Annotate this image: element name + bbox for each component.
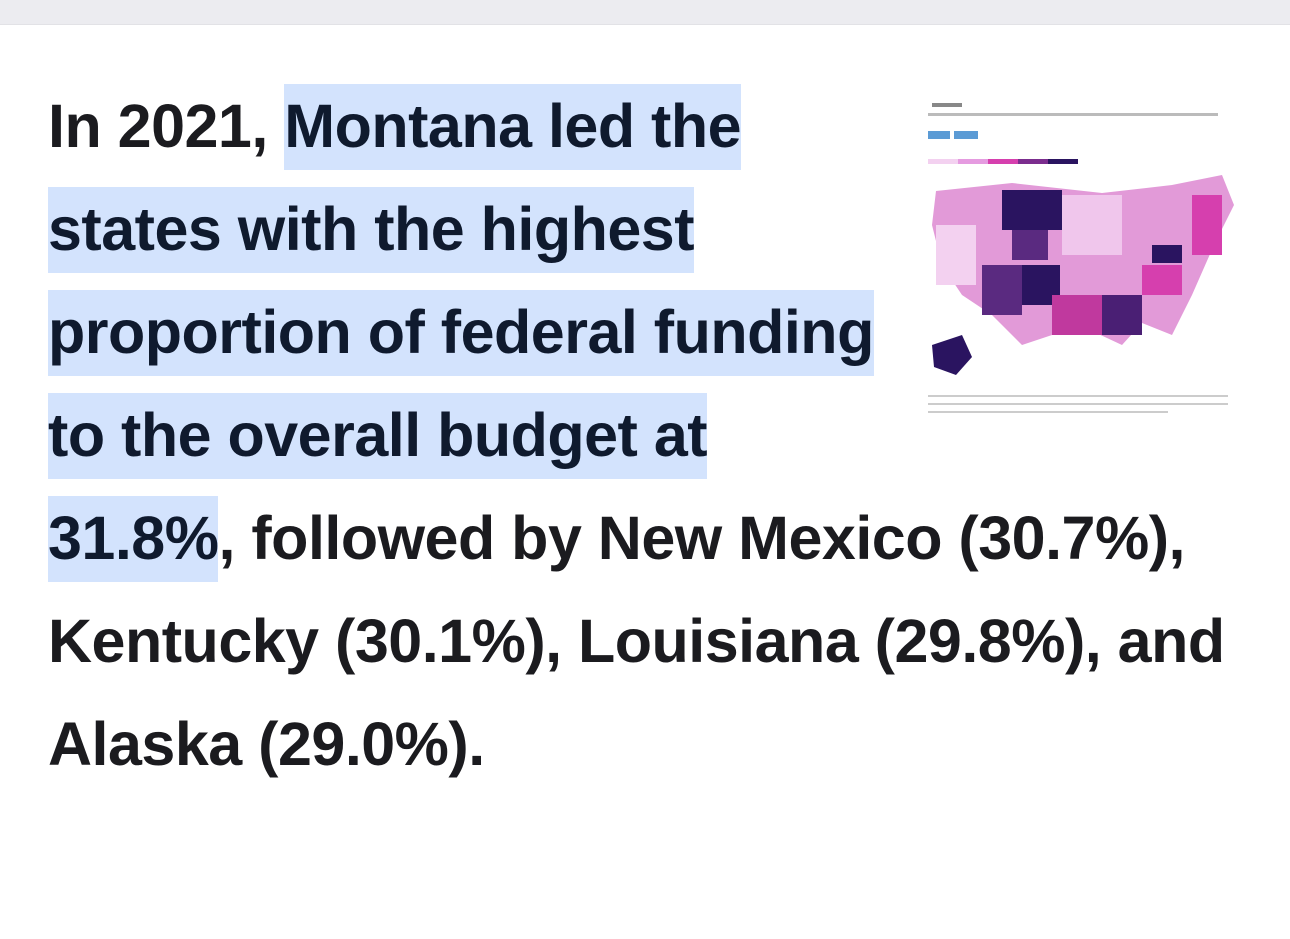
rest-text: , followed by New Mexico (30.7%), Kentuc… [48,504,1225,778]
map-thumbnail[interactable] [922,95,1242,425]
paragraph: In 2021, Montana led the states with the… [48,75,1250,796]
content: In 2021, Montana led the states with the… [0,25,1290,796]
top-bar [0,0,1290,25]
lead-text: In 2021, [48,92,285,160]
